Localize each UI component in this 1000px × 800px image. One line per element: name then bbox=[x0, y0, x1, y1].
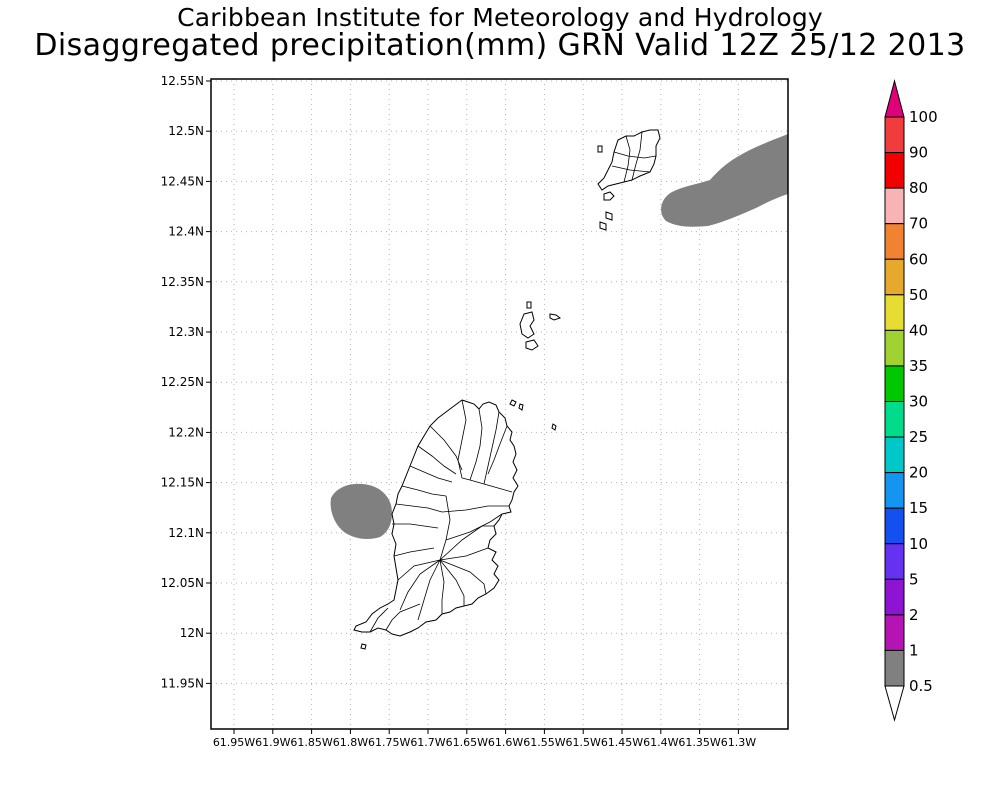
lat-tick-label: 12.25N bbox=[161, 375, 204, 389]
lon-tick-label: 61.8W bbox=[333, 736, 368, 749]
legend-swatch bbox=[884, 329, 905, 367]
legend-swatch bbox=[884, 543, 905, 580]
lat-tick-label: 12.4N bbox=[168, 225, 204, 239]
lat-tick-label: 12N bbox=[180, 626, 204, 640]
legend-swatch bbox=[884, 258, 905, 296]
lat-tick-label: 12.35N bbox=[161, 275, 204, 289]
lat-tick-label: 11.95N bbox=[161, 676, 204, 690]
legend-label: 15 bbox=[909, 499, 928, 517]
grenadine-islets bbox=[360, 301, 562, 650]
lat-tick-label: 12.55N bbox=[161, 74, 204, 88]
legend-label: 1 bbox=[909, 641, 919, 659]
legend-swatch bbox=[884, 614, 905, 651]
legend-label: 100 bbox=[909, 108, 938, 126]
lon-tick-label: 61.6W bbox=[488, 736, 523, 749]
legend-label: 10 bbox=[909, 535, 928, 553]
legend-swatch bbox=[884, 649, 905, 687]
legend-label: 5 bbox=[909, 570, 919, 588]
legend-label: 70 bbox=[909, 215, 928, 233]
latitude-axis: 12.55N 12.5N 12.45N 12.4N 12.35N 12.3N 12.25N 1… bbox=[161, 74, 211, 690]
legend-swatch bbox=[884, 578, 905, 616]
carriacou-parish-lines bbox=[611, 131, 657, 183]
legend-label: 60 bbox=[909, 250, 928, 268]
grenada-parish-lines bbox=[369, 399, 513, 633]
legend-swatch bbox=[884, 187, 905, 225]
legend-label: 50 bbox=[909, 286, 928, 304]
map-frame bbox=[210, 78, 789, 730]
map-background bbox=[211, 79, 788, 729]
lon-tick-label: 61.35W bbox=[678, 736, 720, 749]
legend-label: 35 bbox=[909, 357, 928, 375]
legend-swatch bbox=[884, 294, 905, 331]
lat-tick-label: 12.05N bbox=[161, 576, 204, 590]
legend-swatch bbox=[884, 223, 905, 260]
legend-bottom-triangle bbox=[884, 685, 905, 722]
lat-tick-label: 12.3N bbox=[168, 325, 204, 339]
lon-tick-label: 61.9W bbox=[255, 736, 290, 749]
legend-label: 20 bbox=[909, 464, 928, 482]
legend-label: 25 bbox=[909, 428, 928, 446]
lon-tick-label: 61.55W bbox=[523, 736, 565, 749]
lon-tick-label: 61.3W bbox=[721, 736, 756, 749]
lon-tick-label: 61.7W bbox=[410, 736, 445, 749]
longitude-axis: 61.95W 61.9W 61.85W 61.8W 61.75W 61.7W 61.65W 6… bbox=[213, 729, 756, 749]
legend-swatch bbox=[884, 365, 905, 402]
lon-tick-label: 61.4W bbox=[643, 736, 678, 749]
legend-swatch bbox=[884, 116, 905, 154]
precip-area-east bbox=[661, 134, 788, 227]
legend-swatch bbox=[884, 507, 905, 545]
lon-tick-label: 61.5W bbox=[566, 736, 601, 749]
lon-tick-label: 61.65W bbox=[446, 736, 488, 749]
legend-swatch bbox=[884, 401, 905, 438]
legend-swatch bbox=[884, 152, 905, 189]
chart-subtitle: Disaggregated precipitation(mm) GRN Vali… bbox=[34, 28, 966, 63]
chart-title: Caribbean Institute for Meteorology and … bbox=[177, 3, 823, 32]
legend-label: 2 bbox=[909, 606, 919, 624]
lon-tick-label: 61.95W bbox=[213, 736, 255, 749]
lat-tick-label: 12.2N bbox=[168, 425, 204, 439]
legend-label: 0.5 bbox=[909, 677, 933, 695]
lat-tick-label: 12.1N bbox=[168, 526, 204, 540]
lat-tick-label: 12.45N bbox=[161, 174, 204, 188]
legend-top-triangle bbox=[884, 79, 905, 118]
lat-tick-label: 12.5N bbox=[168, 124, 204, 138]
lon-tick-label: 61.75W bbox=[368, 736, 410, 749]
legend-label: 40 bbox=[909, 321, 928, 339]
precip-area-west bbox=[330, 483, 392, 540]
legend-label: 30 bbox=[909, 393, 928, 411]
legend-swatch bbox=[884, 436, 905, 474]
lat-tick-label: 12.15N bbox=[161, 476, 204, 490]
legend-label: 90 bbox=[909, 144, 928, 162]
lon-tick-label: 61.85W bbox=[290, 736, 332, 749]
color-legend: 100 90 80 70 60 50 40 35 30 25 20 15 10 5 2 1 0.5 bbox=[884, 79, 938, 722]
lon-tick-label: 61.45W bbox=[601, 736, 643, 749]
legend-label: 80 bbox=[909, 179, 928, 197]
legend-swatch bbox=[884, 472, 905, 509]
